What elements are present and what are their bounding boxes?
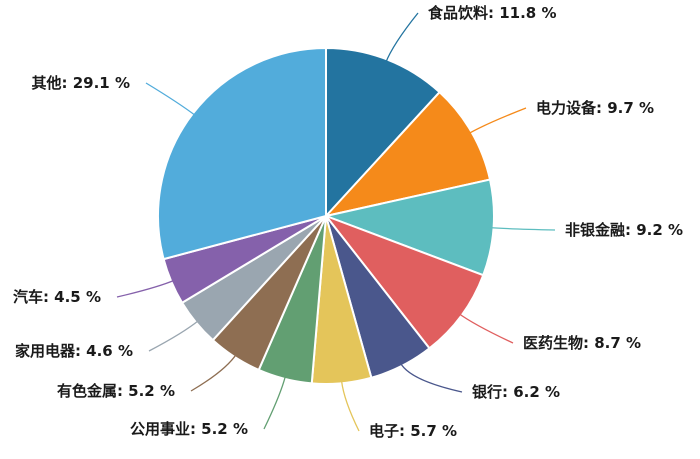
slice-label: 电力设备: 9.7 % <box>536 99 654 117</box>
slice-label: 食品饮料: 11.8 % <box>428 4 556 22</box>
slice-label: 家用电器: 4.6 % <box>15 342 133 360</box>
slice-label: 汽车: 4.5 % <box>13 288 101 306</box>
slice-label: 非银金融: 9.2 % <box>565 221 683 239</box>
slice-label: 其他: 29.1 % <box>32 74 130 92</box>
leader-lines <box>116 12 556 432</box>
leader-line <box>148 319 200 352</box>
leader-line <box>399 361 463 393</box>
leader-line <box>263 374 287 430</box>
leader-line <box>489 226 556 231</box>
leader-line <box>340 379 360 432</box>
leader-line <box>145 82 197 117</box>
leader-line <box>116 279 176 298</box>
slice-label: 电子: 5.7 % <box>369 422 457 440</box>
slice-label: 公用事业: 5.2 % <box>130 420 248 438</box>
leader-line <box>384 12 419 64</box>
leader-line <box>467 107 527 135</box>
slice-label: 有色金属: 5.2 % <box>57 382 175 400</box>
leader-line <box>190 353 238 392</box>
leader-line <box>457 312 514 344</box>
slice-label: 银行: 6.2 % <box>472 383 560 401</box>
slice-labels: 食品饮料: 11.8 % 电力设备: 9.7 % 非银金融: 9.2 % 医药生物: … <box>13 4 683 440</box>
pie-slices <box>157 46 495 385</box>
slice-label: 医药生物: 8.7 % <box>523 334 641 352</box>
